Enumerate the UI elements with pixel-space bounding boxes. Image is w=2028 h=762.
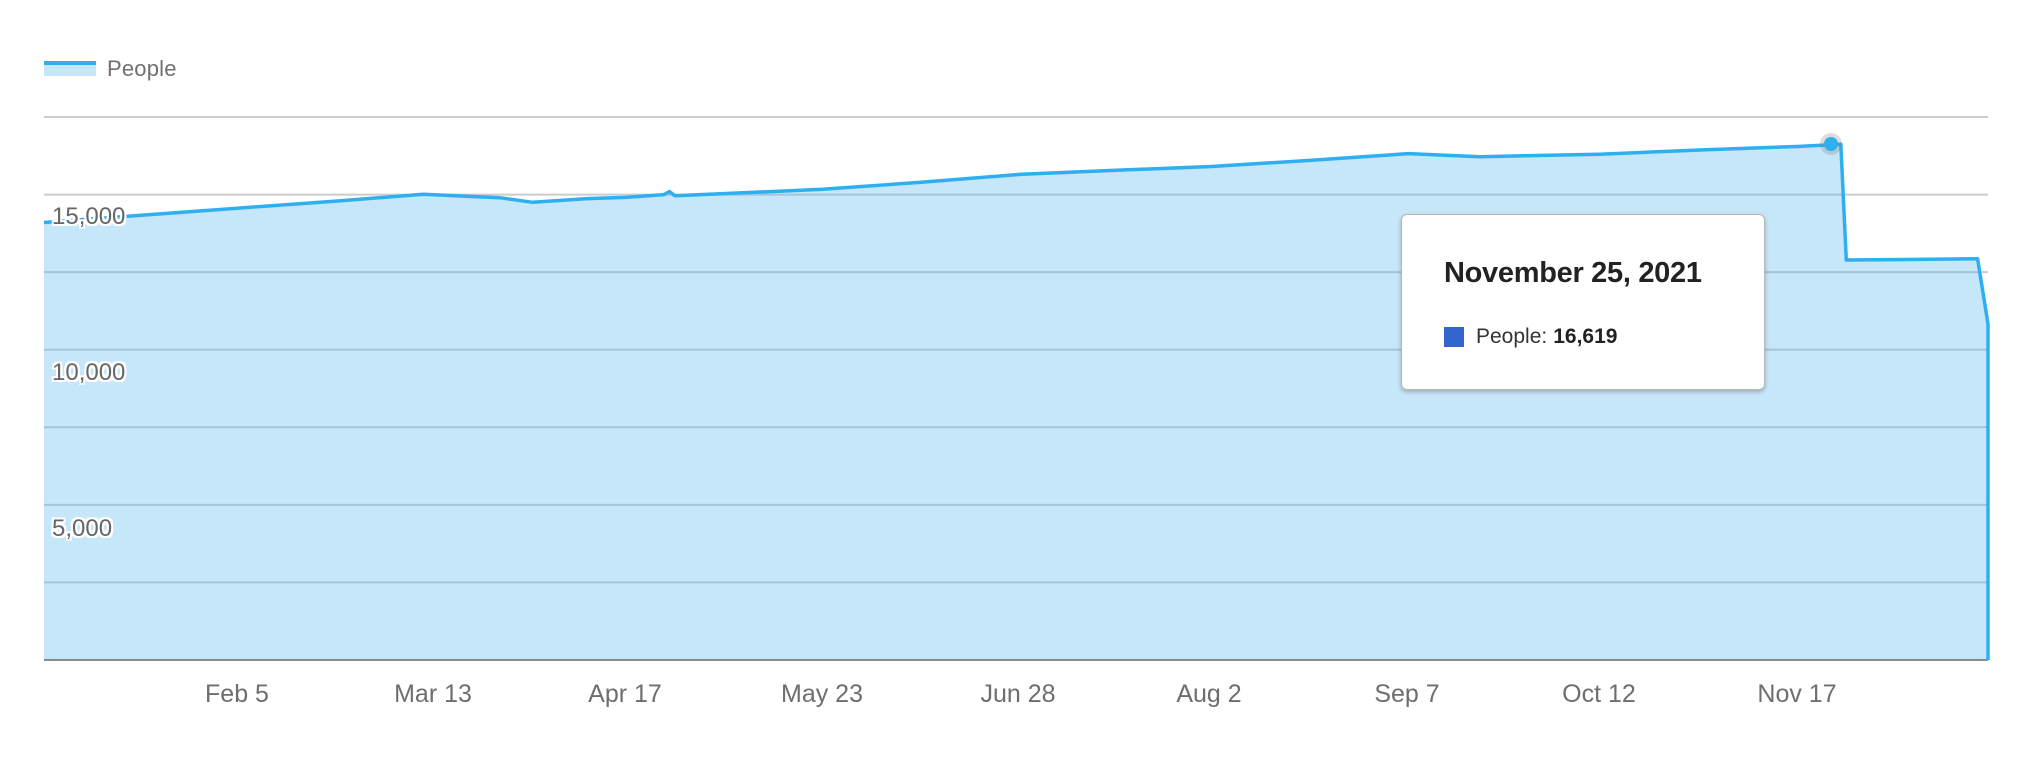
tooltip-value: 16,619 [1553, 325, 1618, 348]
y-tick-label-5000: 5,000 [52, 515, 113, 542]
legend-swatch-icon [44, 61, 96, 77]
tooltip-date: November 25, 2021 [1444, 257, 1702, 289]
x-tick-label: Mar 13 [394, 680, 472, 708]
tooltip-row: People: 16,619 [1444, 325, 1617, 349]
y-tick-label-15000: 15,000 [52, 203, 126, 230]
legend-label: People [107, 56, 177, 81]
x-tick-label: Jun 28 [980, 680, 1056, 708]
x-tick-label: Sep 7 [1374, 680, 1440, 708]
x-tick-label: Feb 5 [205, 680, 269, 708]
x-tick-label: Aug 2 [1176, 680, 1242, 708]
series-line [43, 142, 1990, 660]
x-tick-label: Oct 12 [1562, 680, 1636, 708]
x-tick-label: Nov 17 [1757, 680, 1837, 708]
series-swatch-icon [1444, 327, 1464, 347]
y-tick-label-10000: 10,000 [52, 359, 126, 386]
tooltip-series-label: People: [1476, 325, 1548, 348]
x-tick-label: Apr 17 [588, 680, 662, 708]
highlight-point[interactable] [1824, 137, 1838, 151]
tooltip: November 25, 2021 People: 16,619 [1401, 214, 1765, 390]
x-tick-label: May 23 [781, 680, 863, 708]
legend[interactable]: People [44, 54, 177, 84]
